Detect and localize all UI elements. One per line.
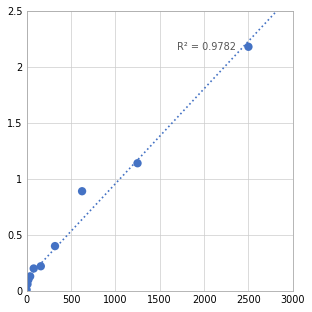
Point [28, 274, 33, 279]
Point [135, 161, 140, 166]
Point [31, 266, 36, 271]
Point [80, 189, 85, 194]
Point [52, 244, 57, 249]
Point [26, 277, 31, 282]
Point [38, 264, 43, 269]
Point [25, 282, 30, 287]
Point [246, 44, 251, 49]
Point [24, 287, 29, 292]
Text: R² = 0.9782: R² = 0.9782 [178, 42, 236, 52]
